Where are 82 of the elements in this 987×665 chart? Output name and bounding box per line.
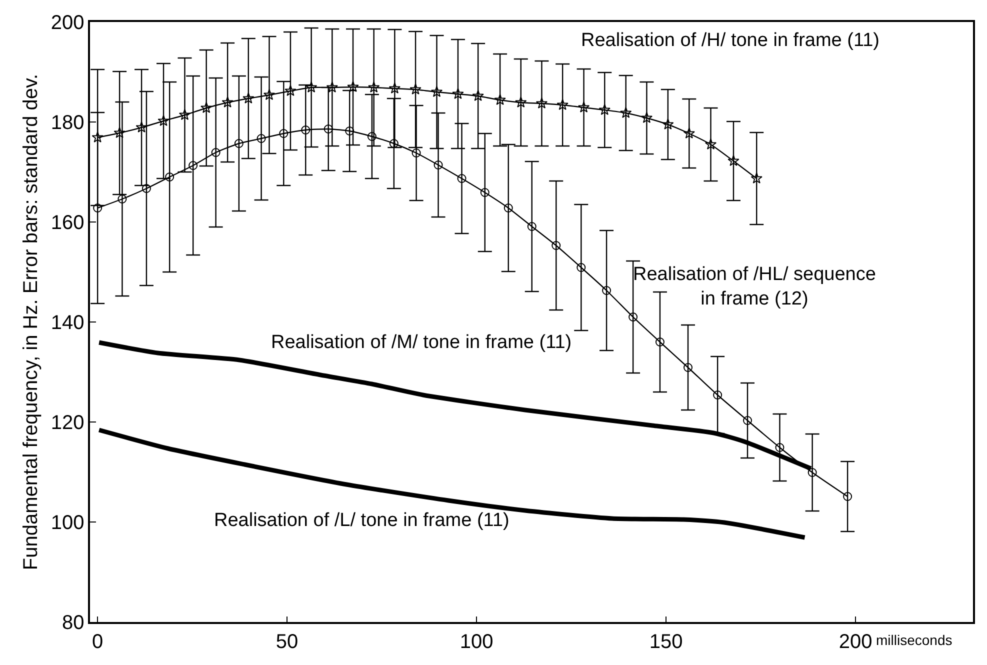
point: [118, 194, 127, 204]
point: [578, 101, 590, 113]
point: [410, 83, 422, 95]
point: [598, 104, 610, 116]
x-tick-label: 100: [460, 630, 494, 653]
point: [200, 102, 212, 114]
point: [301, 126, 310, 134]
point: [234, 139, 244, 148]
x-tick-label: 50: [276, 630, 298, 653]
point: [242, 92, 254, 104]
point: [552, 241, 561, 250]
annotation: Realisation of /HL/ sequence in frame (12): [633, 264, 876, 310]
point: [556, 98, 568, 110]
x-tick-label: 0: [92, 630, 104, 653]
point: [655, 338, 664, 346]
point: [178, 108, 191, 120]
point: [576, 263, 586, 272]
point: [775, 443, 784, 452]
x-axis-title: milliseconds: [876, 632, 952, 648]
point: [472, 90, 484, 102]
point: [211, 148, 220, 157]
point: [704, 138, 717, 150]
point: [136, 121, 148, 133]
point: [536, 97, 548, 109]
point: [743, 416, 752, 425]
point: [684, 363, 693, 372]
point: [808, 468, 817, 477]
point: [412, 148, 421, 158]
line-series: [96, 428, 807, 540]
point: [662, 118, 674, 130]
annotation: Realisation of /L/ tone in frame (11): [214, 510, 510, 531]
point: [434, 160, 443, 170]
point: [457, 174, 466, 183]
point: [728, 154, 740, 166]
point: [750, 172, 762, 184]
point: [620, 106, 632, 118]
point: [713, 390, 722, 400]
point: [515, 96, 527, 108]
point: [256, 134, 266, 143]
point: [389, 139, 398, 148]
y-tick-label: 180: [50, 112, 84, 134]
y-tick-label: 140: [50, 312, 84, 334]
point: [640, 112, 653, 124]
x-tick-label: 150: [649, 630, 683, 653]
point: [165, 172, 174, 182]
point: [367, 132, 376, 141]
x-tick-label: 200: [838, 630, 872, 653]
point: [263, 88, 276, 100]
point: [843, 492, 852, 501]
point: [305, 81, 318, 93]
point: [279, 129, 288, 138]
point: [114, 126, 126, 138]
point: [345, 126, 354, 136]
y-tick-label: 120: [50, 412, 84, 434]
point: [142, 184, 151, 193]
y-tick-label: 80: [62, 612, 84, 634]
y-tick-label: 200: [50, 12, 84, 34]
point: [452, 88, 464, 100]
point: [188, 161, 198, 170]
point: [388, 82, 401, 94]
point: [504, 204, 513, 212]
point: [628, 312, 638, 322]
y-axis-title: Fundamental frequency, in Hz. Error bars: standard dev.: [20, 74, 42, 570]
annotation: Realisation of /H/ tone in frame (11): [581, 30, 880, 51]
point: [527, 222, 536, 231]
point: [494, 94, 506, 106]
point: [324, 124, 333, 134]
point: [326, 81, 338, 93]
point: [92, 131, 104, 143]
point: [430, 86, 443, 98]
point: [368, 81, 380, 93]
point: [347, 80, 359, 92]
point: [93, 204, 102, 212]
y-tick-label: 160: [50, 212, 84, 234]
point: [480, 188, 490, 197]
point: [158, 114, 170, 126]
y-tick-label: 100: [50, 512, 84, 534]
point: [222, 96, 234, 108]
annotation: Realisation of /M/ tone in frame (11): [271, 332, 572, 353]
point: [284, 84, 296, 96]
point: [683, 127, 695, 139]
point: [602, 286, 612, 295]
